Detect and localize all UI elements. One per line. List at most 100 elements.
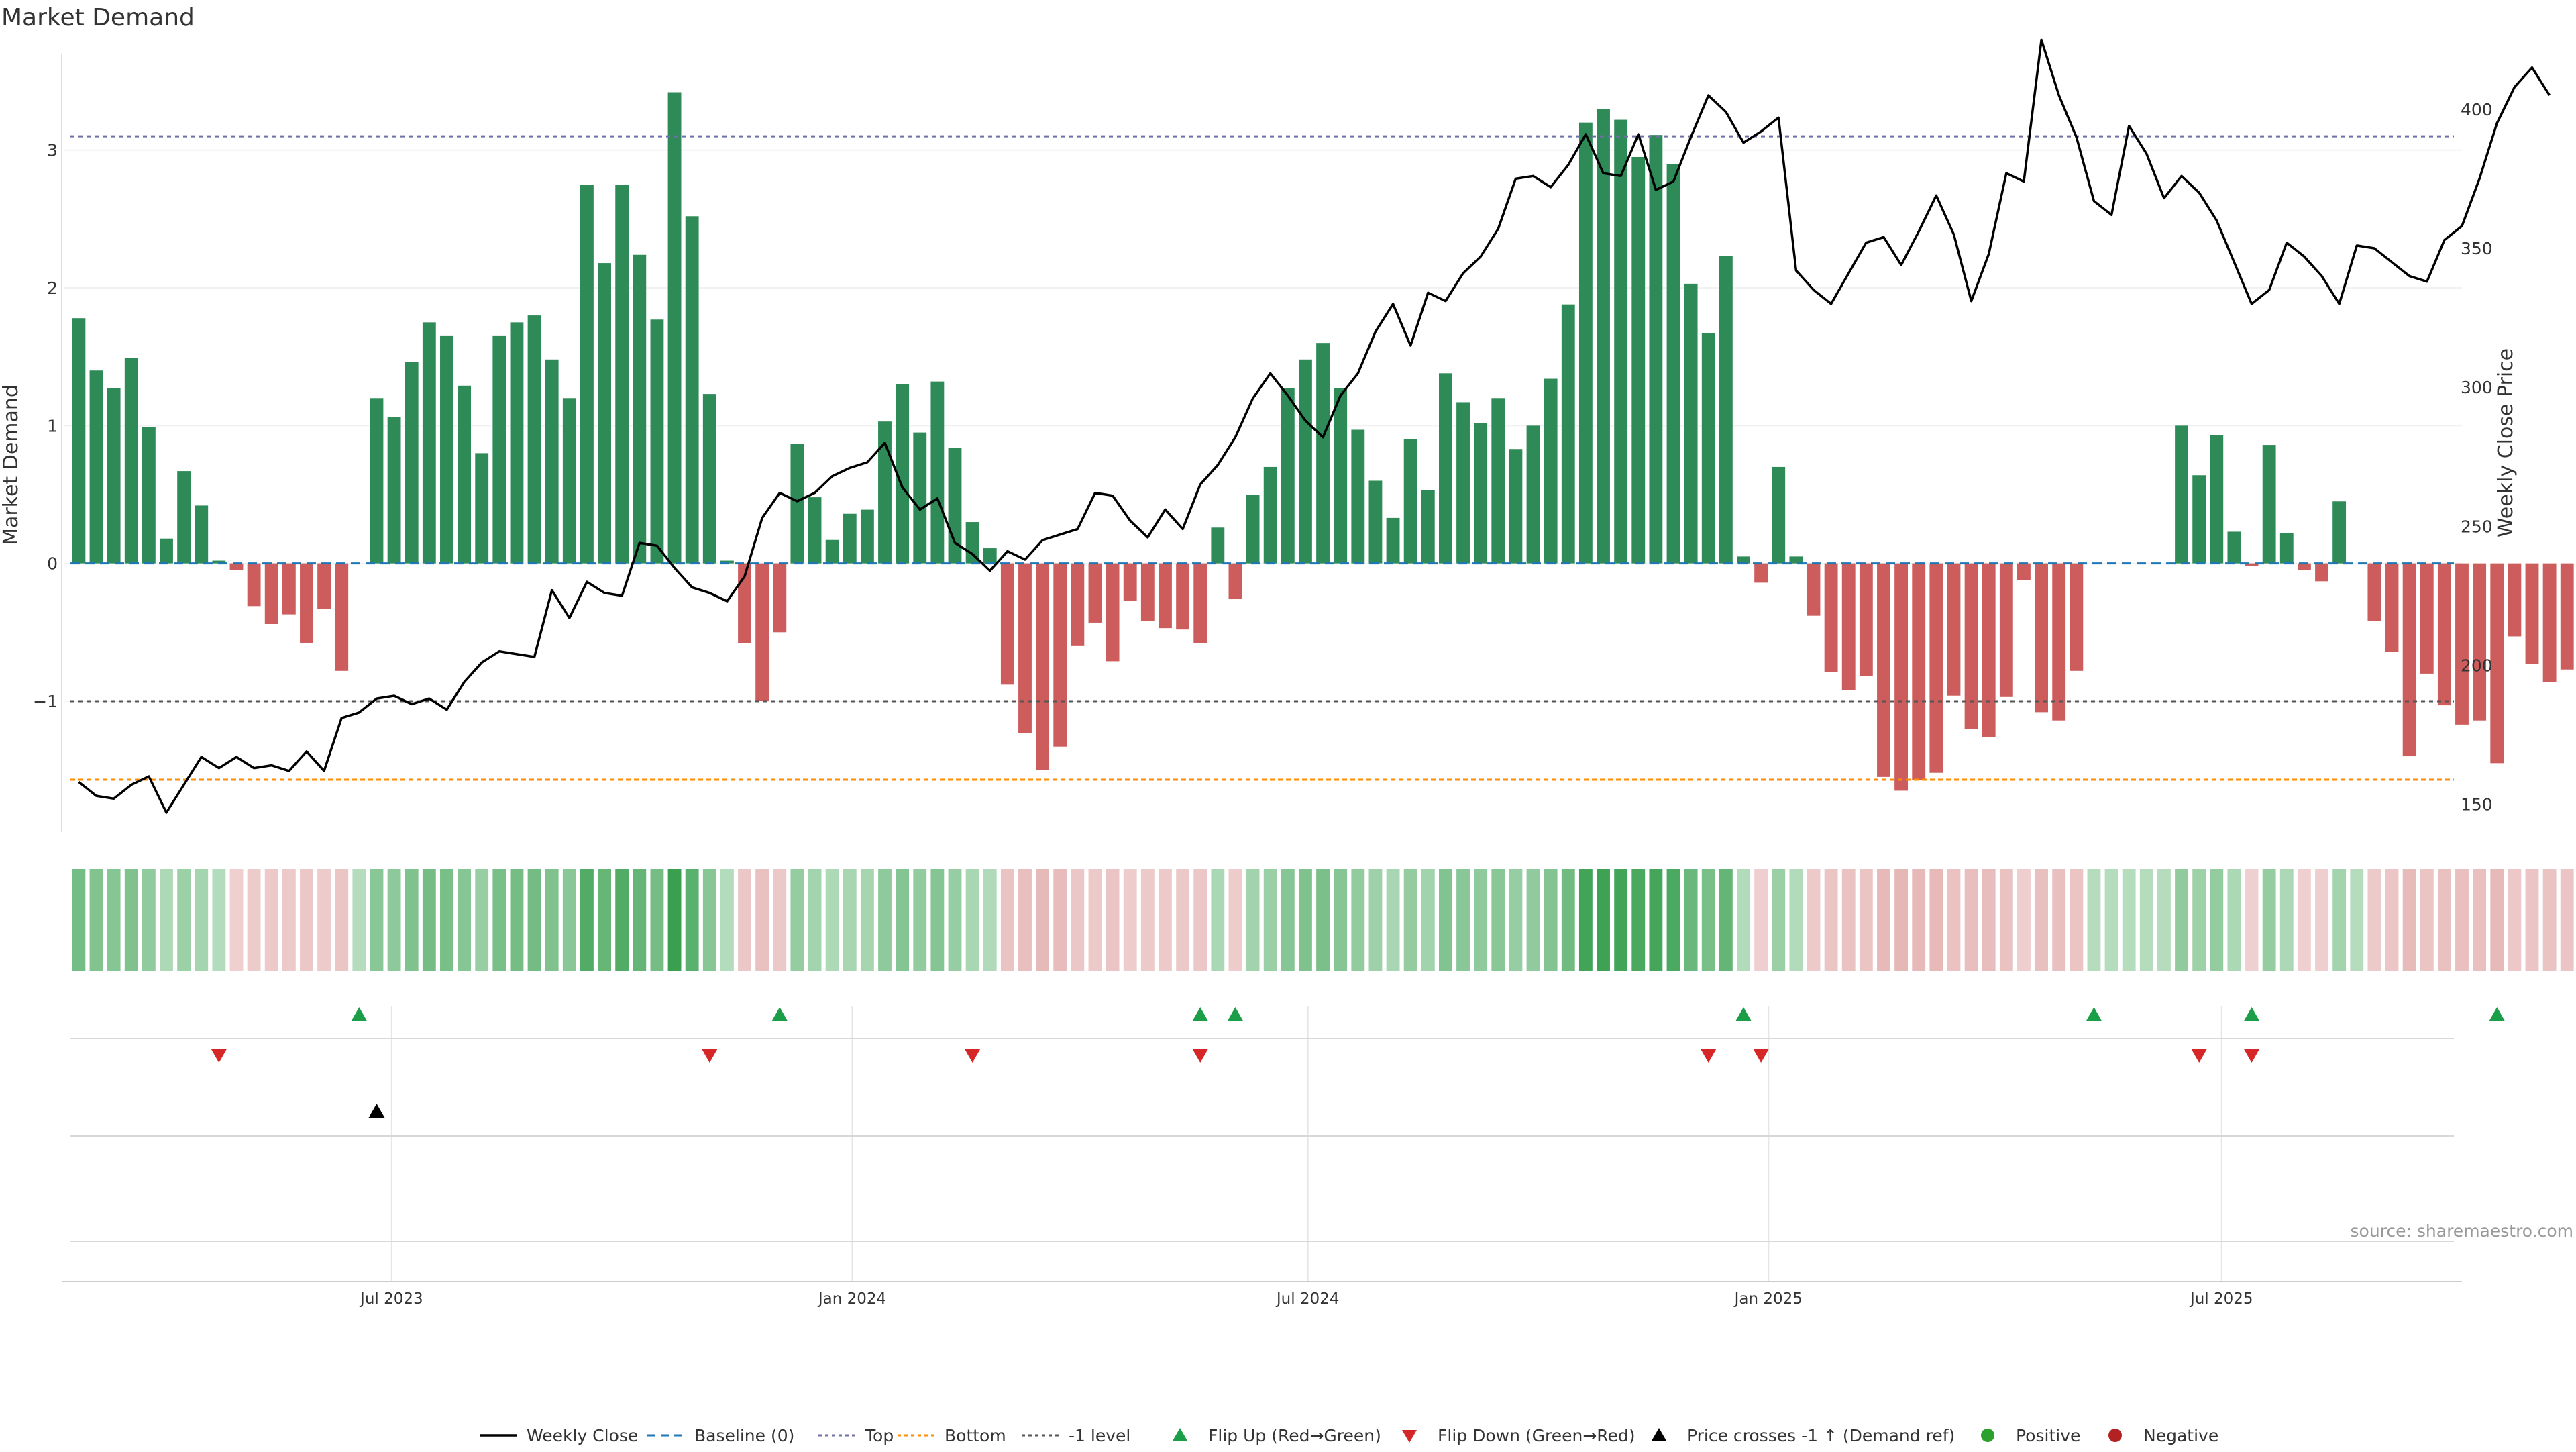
heat-cell: [650, 869, 664, 971]
demand-bar: [1614, 119, 1628, 564]
heat-cell: [335, 869, 349, 971]
demand-bar: [247, 563, 261, 607]
heat-cell: [2490, 869, 2504, 971]
demand-bar: [422, 322, 436, 564]
heat-cell: [1334, 869, 1348, 971]
demand-bar: [667, 92, 682, 564]
heat-cell: [702, 869, 716, 971]
demand-bar: [2262, 445, 2276, 564]
heat-cell: [965, 869, 979, 971]
heat-cell: [896, 869, 910, 971]
demand-bar: [1053, 563, 1067, 747]
demand-bar: [335, 563, 349, 671]
heat-cell: [598, 869, 611, 971]
demand-bar: [1106, 563, 1120, 662]
heat-cell: [177, 869, 191, 971]
heat-cell: [685, 869, 699, 971]
heat-cell: [1841, 869, 1856, 971]
heat-cell: [1807, 869, 1821, 971]
demand-bar: [2052, 563, 2066, 721]
x-tick-label: Jul 2025: [2189, 1290, 2253, 1308]
demand-bar: [89, 370, 103, 564]
demand-bar: [1597, 109, 1610, 564]
flip-up-marker: [2489, 1007, 2506, 1021]
heat-cell: [1912, 869, 1926, 971]
demand-bar: [1772, 466, 1786, 564]
heat-cell: [1421, 869, 1435, 971]
flip-down-marker: [2243, 1049, 2260, 1063]
heat-cell: [2315, 869, 2328, 971]
heat-cell: [1263, 869, 1277, 971]
heat-cell: [195, 869, 209, 971]
y-tick-label: −1: [33, 692, 58, 711]
demand-bar: [878, 421, 892, 564]
demand-bar: [1211, 527, 1225, 564]
heat-cell: [229, 869, 244, 971]
demand-bars: [72, 92, 2574, 791]
y2-tick-label: 250: [2461, 517, 2493, 536]
heat-cell: [1228, 869, 1242, 971]
demand-bar: [983, 548, 997, 564]
demand-bar: [1334, 388, 1348, 564]
heat-cell: [1947, 869, 1961, 971]
demand-bar: [1859, 563, 1873, 676]
price-line-group: [78, 38, 2551, 814]
heat-cell: [1474, 869, 1488, 971]
legend-swatch-flip-up: [1173, 1428, 1187, 1441]
heat-cell: [142, 869, 156, 971]
heat-cell: [1772, 869, 1786, 971]
heat-cell: [1737, 869, 1750, 971]
heat-cell: [72, 869, 86, 971]
demand-bar: [212, 560, 226, 564]
heat-cell: [1140, 869, 1155, 971]
price-cross-marker: [368, 1104, 385, 1118]
demand-bar: [2227, 531, 2241, 564]
demand-bar: [1246, 494, 1260, 564]
demand-bar: [562, 398, 576, 564]
demand-bar: [2315, 563, 2328, 582]
legend-label: Price crosses -1 ↑ (Demand ref): [1687, 1426, 1955, 1445]
heat-cell: [808, 869, 822, 971]
heat-cell: [2525, 869, 2539, 971]
demand-bar: [1123, 563, 1137, 601]
heat-cell: [825, 869, 839, 971]
demand-bar: [860, 509, 874, 564]
heat-cell: [1684, 869, 1698, 971]
heat-cell: [2279, 869, 2294, 971]
heat-cell: [1631, 869, 1646, 971]
demand-bar: [1159, 563, 1172, 629]
heat-cell: [2367, 869, 2381, 971]
demand-bar: [2245, 563, 2259, 566]
demand-bar: [633, 254, 647, 564]
demand-bar: [2367, 563, 2381, 621]
heat-cell: [422, 869, 436, 971]
legend-label: -1 level: [1069, 1426, 1130, 1445]
heat-cell: [580, 869, 594, 971]
heat-cell: [1193, 869, 1208, 971]
demand-bar: [825, 539, 839, 564]
demand-bar: [1036, 563, 1050, 770]
y2-tick-label: 150: [2461, 795, 2493, 815]
demand-bar: [1737, 556, 1750, 564]
demand-bar: [1947, 563, 1961, 696]
demand-bar: [195, 505, 209, 564]
demand-bar: [2035, 563, 2048, 713]
flip-up-marker: [2086, 1007, 2102, 1021]
heat-cell: [738, 869, 751, 971]
x-tick-label: Jan 2025: [1733, 1290, 1803, 1308]
demand-bar: [1368, 480, 1383, 564]
heat-cell: [1053, 869, 1067, 971]
demand-bar: [2525, 563, 2539, 664]
heat-cell: [475, 869, 489, 971]
heat-cell: [1999, 869, 2013, 971]
heat-cell: [720, 869, 734, 971]
heat-cell: [913, 869, 927, 971]
heat-cell: [405, 869, 419, 971]
heat-cell: [1386, 869, 1400, 971]
demand-bar: [720, 560, 734, 564]
flip-down-marker: [701, 1049, 718, 1063]
demand-bar: [1719, 256, 1733, 564]
source-text: source: sharemaestro.com: [2351, 1221, 2574, 1241]
demand-bar: [1561, 304, 1575, 564]
